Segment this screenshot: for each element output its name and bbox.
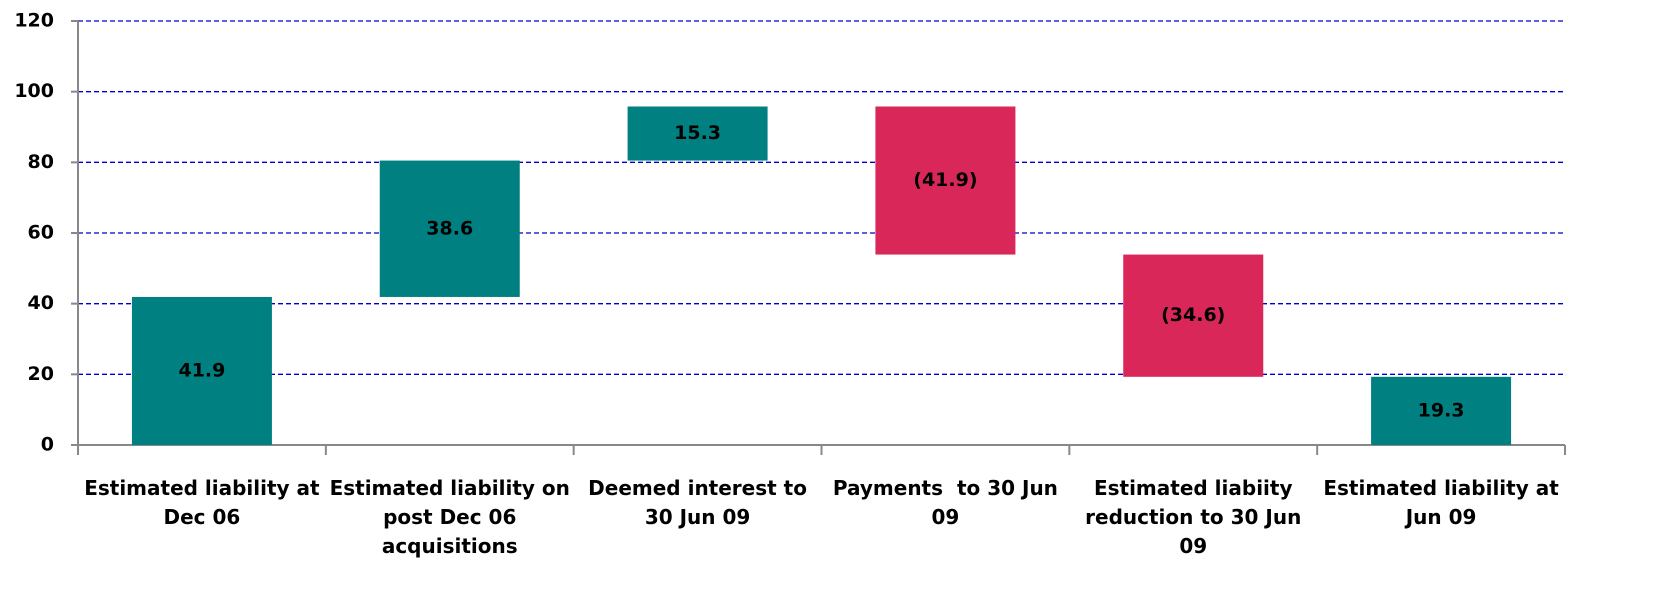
x-tick-label: Estimated liability at Jun 09: [1323, 476, 1566, 529]
value-label: (41.9): [913, 169, 977, 191]
bar: [627, 106, 768, 161]
x-tick-label: Estimated liabiity reduction to 30 Jun 0…: [1085, 476, 1309, 558]
value-label: 19.3: [1418, 399, 1465, 421]
y-tick-label: 40: [28, 292, 54, 314]
value-label: (34.6): [1161, 304, 1225, 326]
y-tick-label: 80: [28, 151, 54, 173]
bar: [131, 296, 272, 445]
y-tick-label: 0: [41, 434, 54, 456]
bar: [875, 106, 1016, 255]
x-tick-label: Payments to 30 Jun 09: [832, 476, 1065, 529]
bar: [379, 160, 520, 297]
x-tick-label: Estimated liability on post Dec 06 acqui…: [329, 476, 577, 558]
value-label: 41.9: [178, 359, 225, 381]
y-tick-label: 60: [28, 222, 54, 244]
value-label: 38.6: [426, 217, 473, 239]
bar: [1371, 376, 1512, 445]
x-tick-label: Estimated liability at Dec 06: [84, 476, 327, 529]
y-tick-label: 120: [14, 10, 54, 32]
y-tick-label: 100: [14, 80, 54, 102]
x-tick-label: Deemed interest to 30 Jun 09: [588, 476, 814, 529]
y-tick-label: 20: [28, 363, 54, 385]
value-label: 15.3: [674, 122, 721, 144]
bar: [1123, 254, 1264, 377]
